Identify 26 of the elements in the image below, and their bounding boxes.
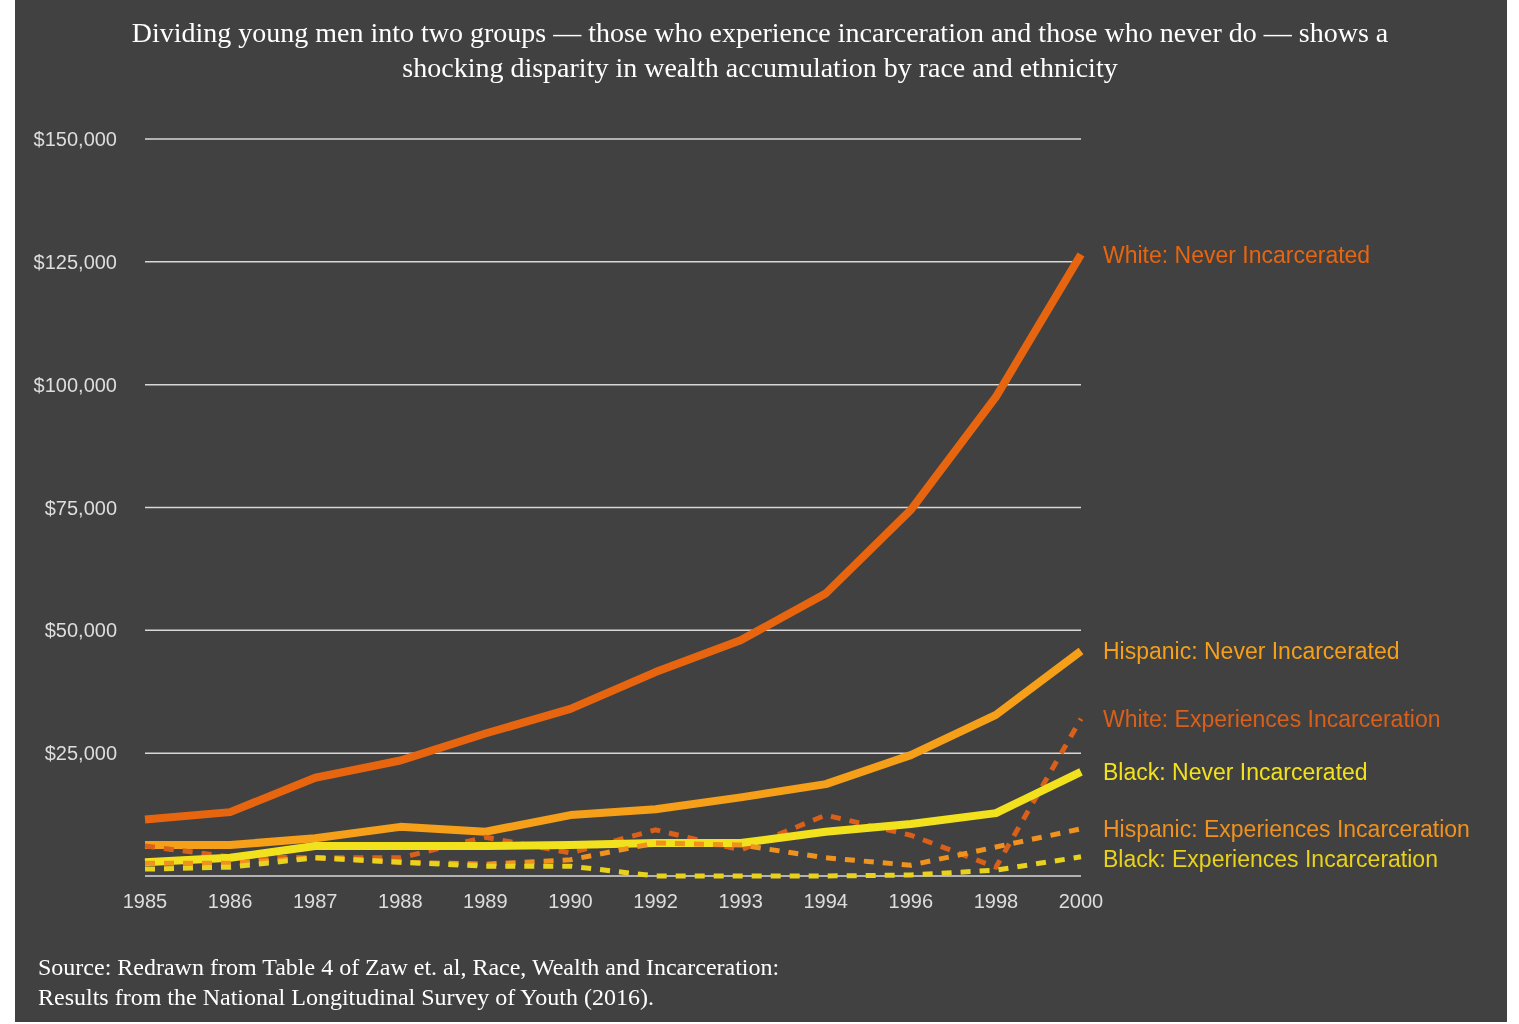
series-label: Hispanic: Never Incarcerated xyxy=(1103,638,1400,665)
y-tick-label: $150,000 xyxy=(33,128,117,150)
x-tick-label: 1998 xyxy=(973,890,1019,912)
x-tick-label: 1990 xyxy=(548,890,593,912)
chart-title: Dividing young men into two groups — those who experience incarceration and those who never do — shows a shocking disparity in wealth accumulation by race and ethnicity xyxy=(131,17,1389,83)
y-tick-label: $25,000 xyxy=(44,742,117,765)
series-label: Black: Never Incarcerated xyxy=(1103,758,1368,785)
x-tick-label: 1992 xyxy=(633,890,678,912)
x-tick-label: 1996 xyxy=(888,890,934,912)
y-tick-label: $125,000 xyxy=(33,250,117,273)
x-tick-label: 2000 xyxy=(1058,890,1104,912)
source-note: Source: Redrawn from Table 4 of Zaw et. al, Race, Wealth and Incarceration: Results from the National Longitudinal Survey of Youth (2016). xyxy=(38,954,780,1010)
y-tick-label: $50,000 xyxy=(44,619,117,642)
x-tick-label: 1987 xyxy=(292,890,338,912)
y-tick-label: $100,000 xyxy=(33,373,117,396)
x-tick-label: 1989 xyxy=(463,890,508,912)
series-label: White: Experiences Incarceration xyxy=(1103,705,1441,732)
x-tick-label: 1994 xyxy=(803,890,848,912)
y-tick-label: $75,000 xyxy=(44,496,117,519)
x-tick-label: 1993 xyxy=(718,890,763,912)
x-tick-label: 1986 xyxy=(207,890,253,912)
x-tick-label: 1988 xyxy=(378,890,423,912)
series-label: Hispanic: Experiences Incarceration xyxy=(1103,815,1470,842)
series-label: White: Never Incarcerated xyxy=(1103,241,1371,268)
x-tick-label: 1985 xyxy=(122,890,168,912)
series-label: Black: Experiences Incarceration xyxy=(1103,845,1438,872)
